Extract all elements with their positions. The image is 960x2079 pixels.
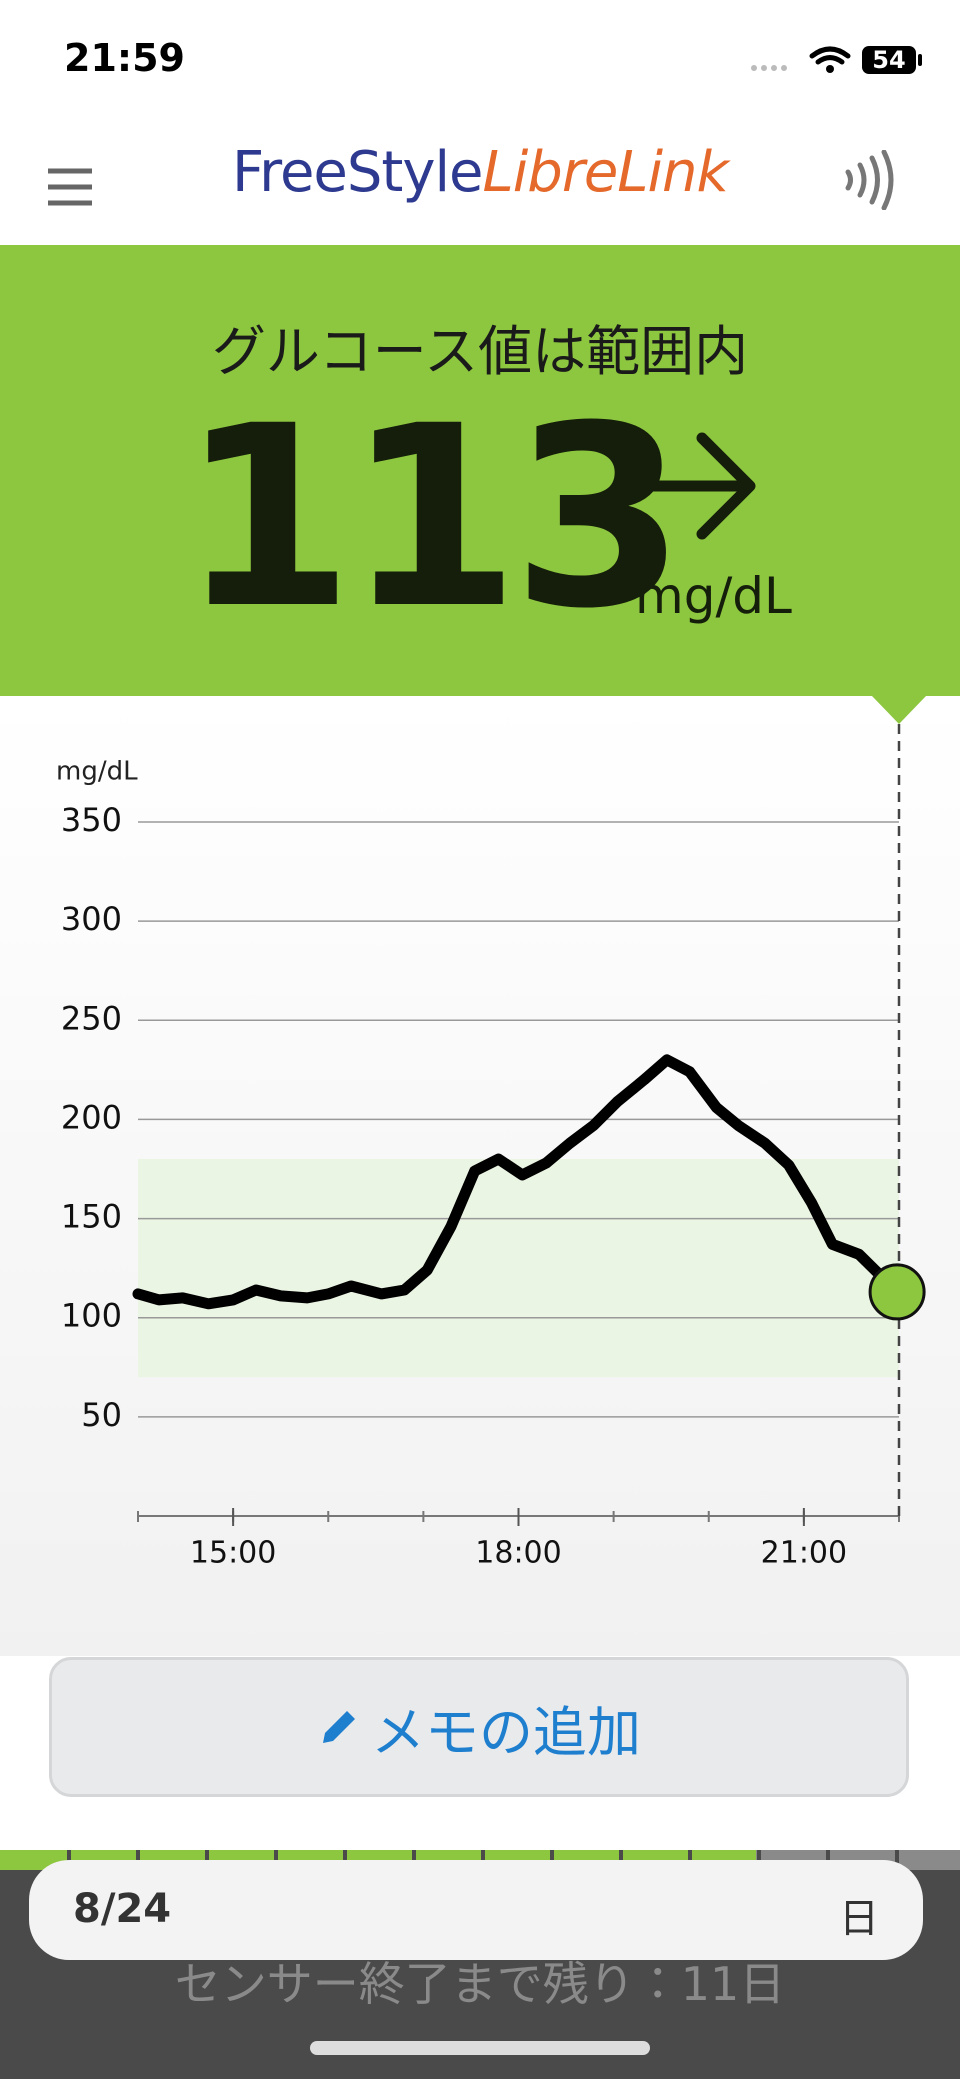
period: 日 — [839, 1896, 879, 1942]
glucose-banner: グルコース値は範囲内 113 mg/dL — [0, 245, 960, 696]
glucose-reading: 113 — [180, 372, 686, 663]
button-label: メモの追加 — [371, 1700, 641, 1764]
y-tick-label: 250 — [61, 999, 122, 1037]
glucose-chart: mg/dL 50 100 150 200 250 300 350 15:00 18:00 21:0… — [0, 696, 960, 1656]
glucose-status: グルコース値は範囲内 — [211, 320, 749, 383]
target-range — [138, 1159, 899, 1378]
glucose-unit: mg/dL — [635, 567, 792, 625]
current-pointer — [872, 696, 926, 724]
date: 8/24 — [73, 1886, 172, 1932]
y-unit: mg/dL — [56, 757, 138, 787]
x-tick-label: 18:00 — [475, 1536, 561, 1571]
home-indicator — [310, 2041, 650, 2055]
battery-level: 54 — [872, 46, 905, 74]
pencil-icon — [323, 1711, 355, 1743]
menu-icon[interactable] — [46, 166, 94, 208]
add-memo-button[interactable]: メモの追加 — [49, 1657, 909, 1797]
current-marker — [868, 1263, 926, 1321]
y-tick-label: 50 — [81, 1396, 122, 1434]
trend-arrow — [642, 432, 756, 540]
status-time: 21:59 — [64, 36, 185, 80]
y-tick-label: 200 — [61, 1098, 122, 1136]
date-selector[interactable]: 8/24 日 — [29, 1860, 923, 1960]
scan-icon[interactable] — [840, 150, 900, 210]
y-tick-label: 100 — [61, 1297, 122, 1335]
brand-part: FreeStyle — [232, 140, 483, 205]
y-tick-label: 150 — [61, 1198, 122, 1236]
y-tick-label: 300 — [61, 900, 122, 938]
header: FreeStyleLibreLink — [0, 100, 960, 245]
status-icons: 54 — [751, 46, 922, 74]
glucose-line — [132, 1054, 903, 1310]
x-tick-label: 15:00 — [190, 1536, 276, 1571]
sensor-remaining: センサー終了まで残り：11日 — [174, 1957, 786, 2011]
brand-logo: FreeStyleLibreLink — [0, 140, 960, 205]
x-tick-label: 21:00 — [761, 1536, 847, 1571]
y-tick-label: 350 — [61, 801, 122, 839]
brand-part: LibreLink — [482, 140, 729, 205]
